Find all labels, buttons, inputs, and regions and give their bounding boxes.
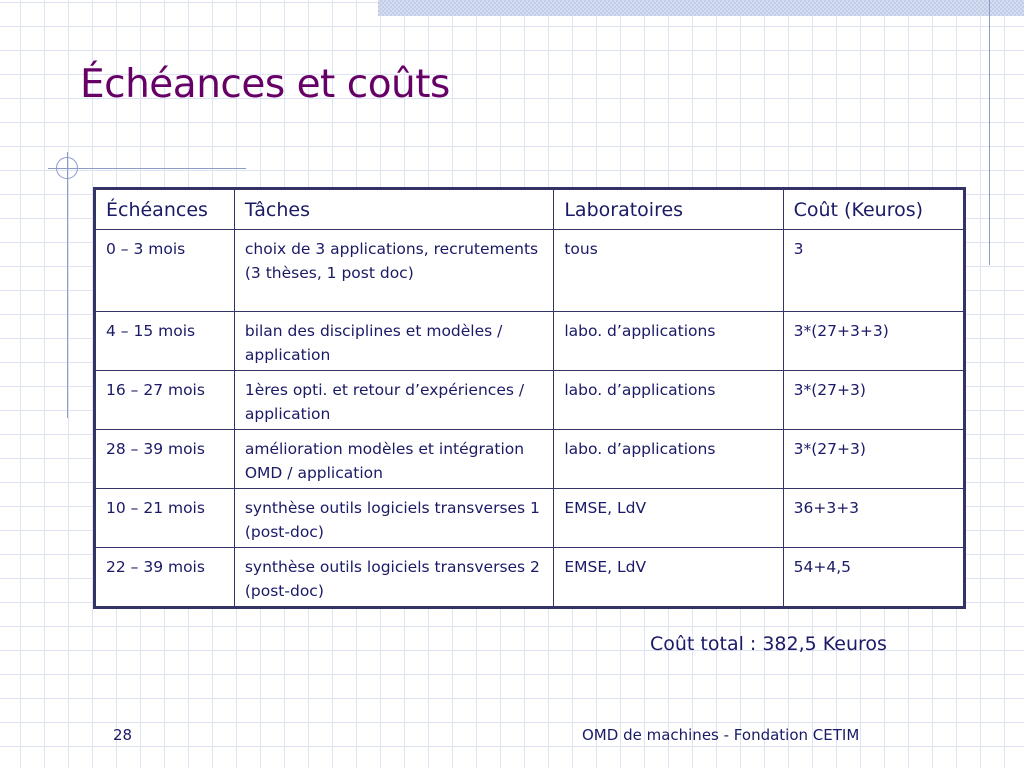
table-row: 4 – 15 mois bilan des disciplines et mod…	[94, 311, 966, 371]
decorative-horizontal-line	[48, 168, 246, 169]
page-number: 28	[113, 726, 133, 744]
cell-tache: amélioration modèles et intégration OMD …	[233, 429, 555, 489]
table-row: 16 – 27 mois 1ères opti. et retour d’exp…	[94, 370, 966, 430]
cell-echeance: 0 – 3 mois	[94, 229, 235, 312]
table-header-row: Échéances Tâches Laboratoires Coût (Keur…	[94, 188, 966, 230]
cell-tache: 1ères opti. et retour d’expériences / ap…	[233, 370, 555, 430]
cell-cout: 3*(27+3)	[782, 429, 966, 489]
table-row: 28 – 39 mois amélioration modèles et int…	[94, 429, 966, 489]
cell-cout: 3	[782, 229, 966, 312]
header-cell-taches: Tâches	[233, 188, 555, 230]
decorative-target-ring	[56, 157, 78, 179]
cell-tache: synthèse outils logiciels transverses 1 …	[233, 488, 555, 548]
cell-laboratoire: EMSE, LdV	[553, 488, 784, 548]
header-cell-cout: Coût (Keuros)	[782, 188, 966, 230]
cell-laboratoire: labo. d’applications	[553, 311, 784, 371]
cell-laboratoire: labo. d’applications	[553, 370, 784, 430]
cell-tache: choix de 3 applications, recrutements (3…	[233, 229, 555, 312]
cell-cout: 3*(27+3)	[782, 370, 966, 430]
cell-echeance: 4 – 15 mois	[94, 311, 235, 371]
table-row: 0 – 3 mois choix de 3 applications, recr…	[94, 229, 966, 312]
decorative-top-band	[378, 0, 1024, 16]
cell-cout: 3*(27+3+3)	[782, 311, 966, 371]
table-row: 10 – 21 mois synthèse outils logiciels t…	[94, 488, 966, 548]
decorative-vertical-line-right	[989, 0, 990, 265]
slide-title: Échéances et coûts	[80, 62, 450, 107]
cell-cout: 36+3+3	[782, 488, 966, 548]
schedule-table: Échéances Tâches Laboratoires Coût (Keur…	[93, 187, 966, 609]
cell-echeance: 22 – 39 mois	[94, 547, 235, 608]
decorative-vertical-line-left	[67, 152, 68, 418]
cell-laboratoire: labo. d’applications	[553, 429, 784, 489]
cell-echeance: 28 – 39 mois	[94, 429, 235, 489]
cell-echeance: 16 – 27 mois	[94, 370, 235, 430]
cell-echeance: 10 – 21 mois	[94, 488, 235, 548]
cell-tache: bilan des disciplines et modèles / appli…	[233, 311, 555, 371]
table-row: 22 – 39 mois synthèse outils logiciels t…	[94, 547, 966, 608]
footer-text: OMD de machines - Fondation CETIM	[582, 726, 860, 744]
total-cost-text: Coût total : 382,5 Keuros	[650, 633, 887, 655]
header-cell-laboratoires: Laboratoires	[553, 188, 784, 230]
cell-cout: 54+4,5	[782, 547, 966, 608]
cell-laboratoire: tous	[553, 229, 784, 312]
cell-laboratoire: EMSE, LdV	[553, 547, 784, 608]
header-cell-echeances: Échéances	[94, 188, 235, 230]
cell-tache: synthèse outils logiciels transverses 2 …	[233, 547, 555, 608]
